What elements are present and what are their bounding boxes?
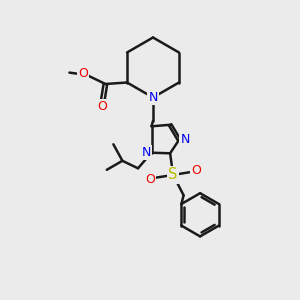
Text: S: S xyxy=(168,167,178,182)
Text: N: N xyxy=(148,91,158,104)
Text: N: N xyxy=(180,133,190,146)
Text: O: O xyxy=(98,100,107,113)
Text: O: O xyxy=(145,173,155,186)
Text: O: O xyxy=(78,67,88,80)
Text: O: O xyxy=(191,164,201,177)
Text: N: N xyxy=(141,146,151,159)
